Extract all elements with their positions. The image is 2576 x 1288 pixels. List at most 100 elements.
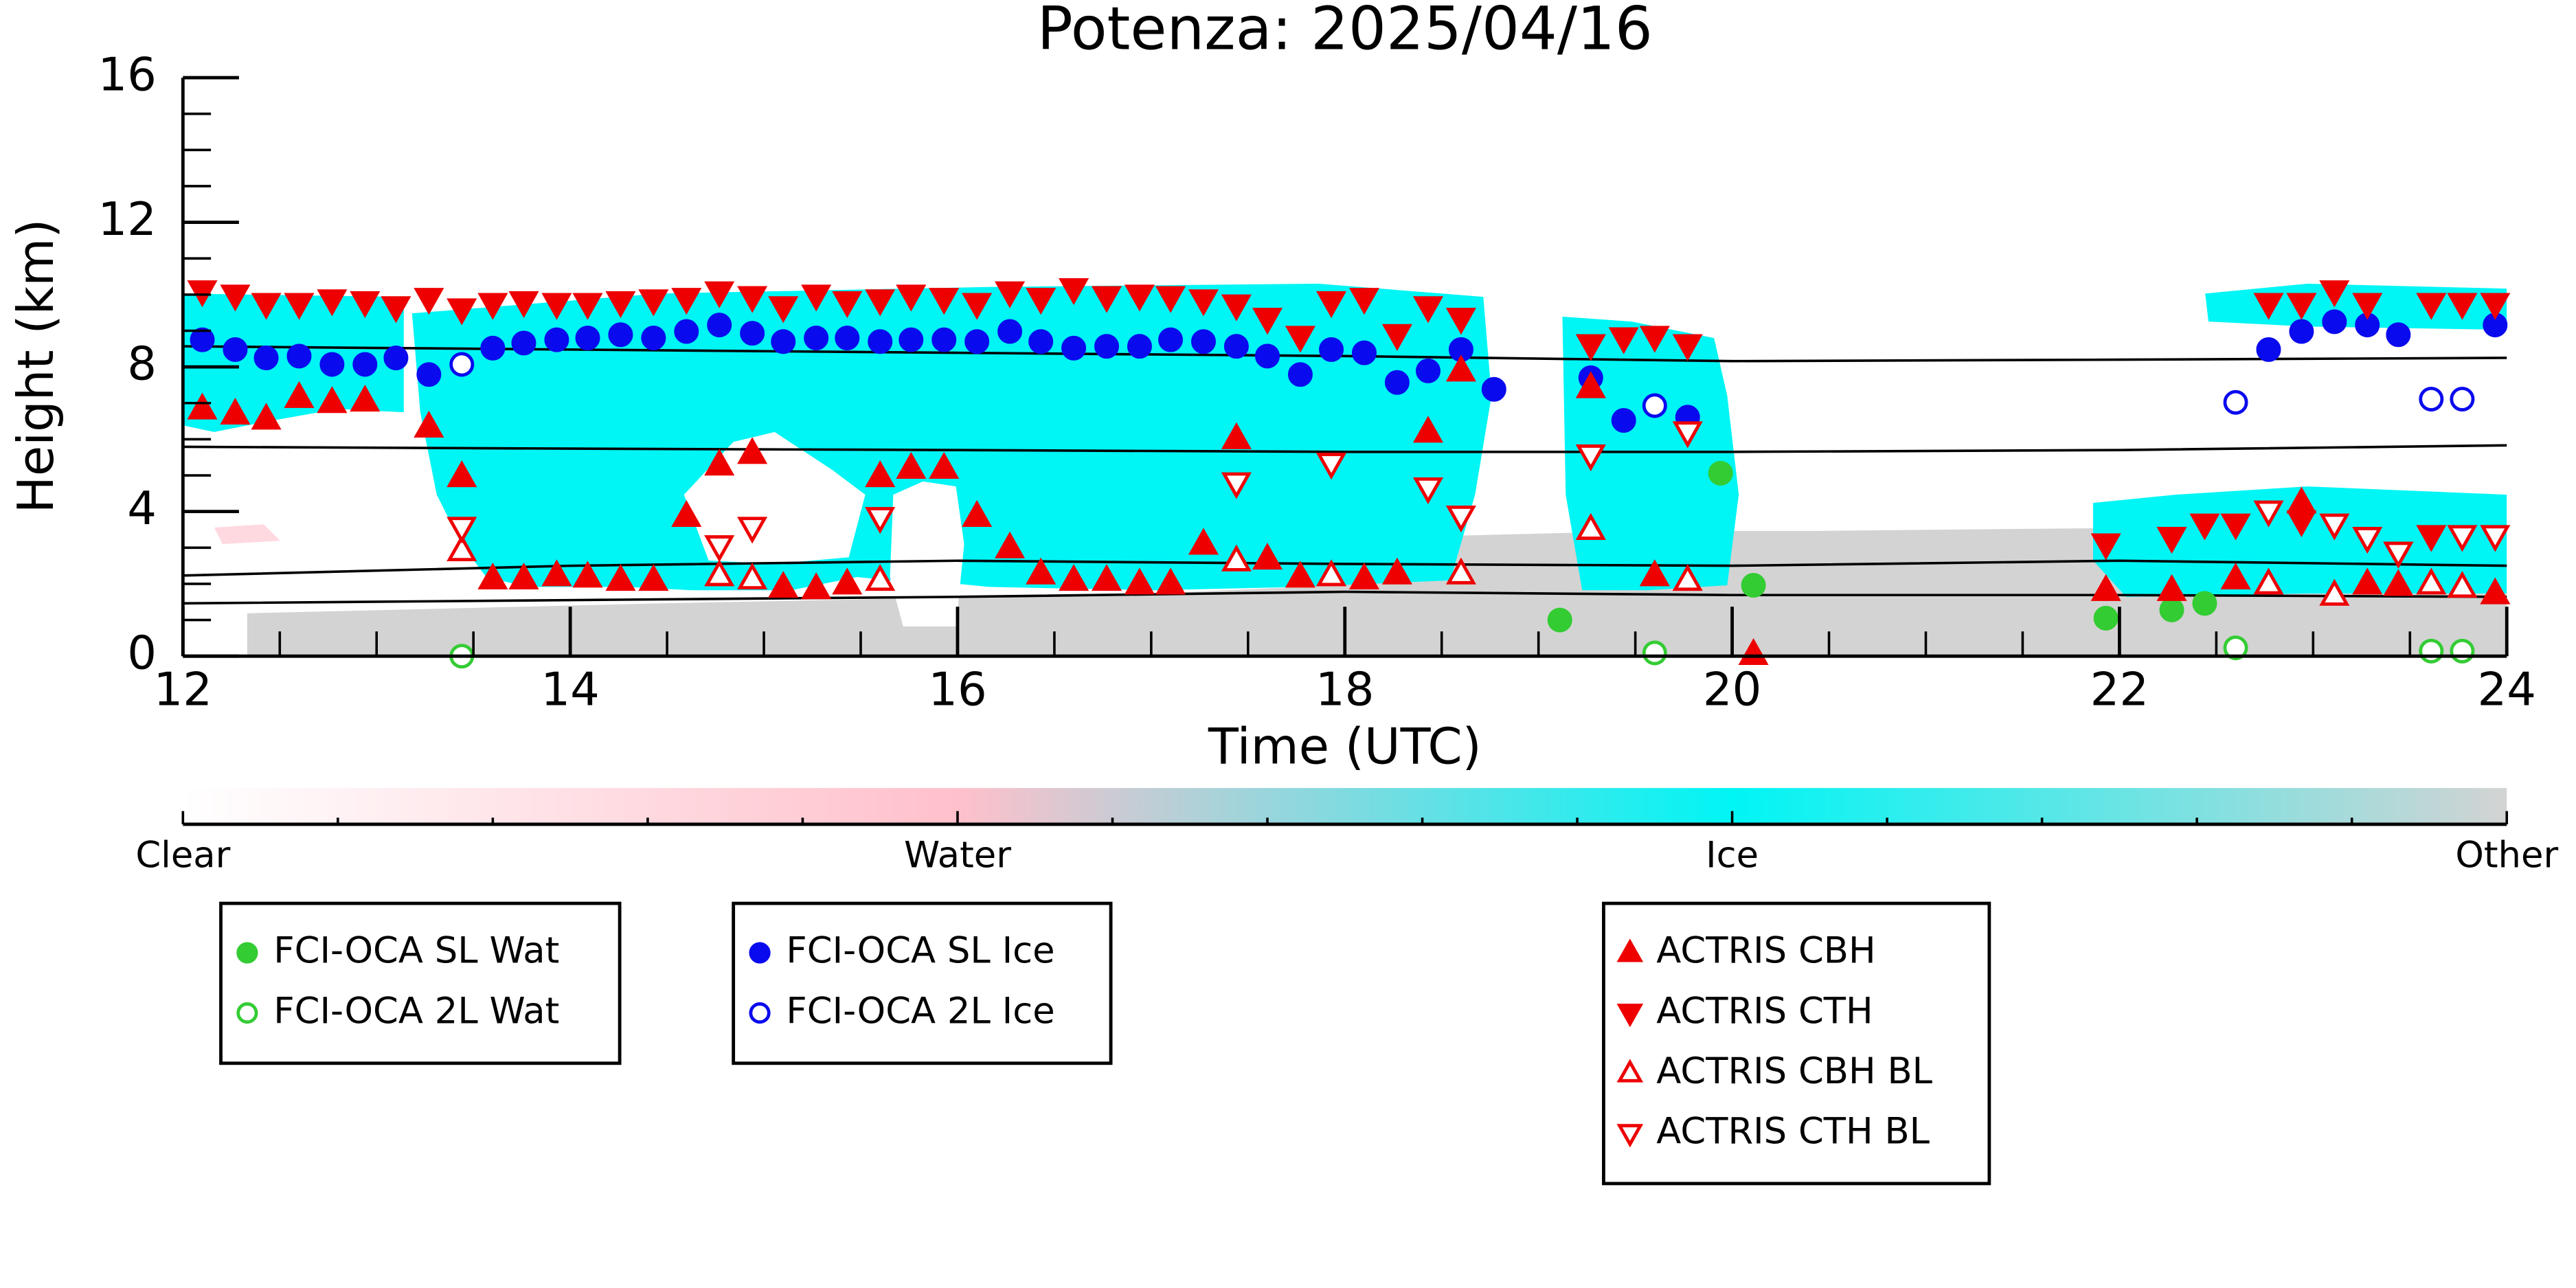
legend-marker — [749, 942, 771, 964]
data-point — [286, 343, 312, 369]
data-point — [1575, 371, 1606, 398]
data-point — [2419, 638, 2444, 664]
data-point — [2447, 571, 2478, 598]
data-point — [962, 293, 993, 320]
legend-label: ACTRIS CTH BL — [1656, 1110, 1930, 1152]
data-point — [2223, 389, 2248, 415]
legend-marker — [236, 942, 258, 964]
data-point — [2220, 562, 2251, 590]
data-point — [2352, 293, 2383, 320]
data-point — [737, 437, 768, 464]
data-point — [1416, 358, 1440, 383]
chart-title: Potenza: 2025/04/16 — [1037, 0, 1653, 64]
data-point — [2156, 574, 2187, 601]
legend-label: FCI-OCA SL Ice — [786, 930, 1054, 972]
data-point — [1445, 557, 1476, 585]
data-point — [2192, 591, 2217, 616]
data-point — [381, 296, 411, 324]
reference-line — [183, 345, 2507, 363]
data-point — [2383, 541, 2414, 569]
reference-line — [183, 590, 2507, 605]
legend-marker — [1616, 1059, 1644, 1083]
data-point — [2416, 525, 2447, 552]
legend-label: ACTRIS CBH — [1656, 930, 1875, 972]
mask-clear — [890, 481, 964, 627]
data-point — [671, 499, 702, 528]
data-point — [1094, 334, 1120, 359]
data-point — [2447, 525, 2478, 552]
data-point — [1412, 296, 1444, 324]
data-point — [572, 561, 603, 588]
legend-marker — [1616, 1124, 1644, 1148]
data-point — [1319, 337, 1344, 362]
reference-line — [183, 559, 2507, 577]
colorbar-label: Ice — [1706, 835, 1759, 877]
data-point — [1026, 557, 1057, 585]
data-point — [1445, 506, 1476, 533]
data-point — [1738, 637, 1769, 666]
data-point — [1155, 567, 1186, 595]
data-point — [641, 326, 666, 351]
data-point — [190, 327, 215, 352]
data-point — [638, 564, 669, 591]
data-point — [995, 531, 1026, 558]
y-tick-label: 4 — [127, 482, 157, 535]
x-tick-label: 16 — [928, 663, 986, 716]
data-point — [1315, 559, 1347, 587]
x-tick-label: 18 — [1315, 663, 1374, 716]
data-point — [414, 410, 444, 438]
data-point — [447, 534, 477, 562]
data-point — [544, 327, 569, 352]
data-point — [2416, 567, 2447, 595]
data-point — [1672, 421, 1703, 449]
legend-marker — [1616, 938, 1644, 962]
data-point — [1381, 557, 1412, 585]
data-point — [1381, 324, 1412, 351]
data-point — [605, 564, 636, 591]
data-point — [704, 535, 735, 563]
data-point — [896, 451, 927, 479]
data-point — [1642, 640, 1667, 666]
data-point — [251, 293, 282, 320]
data-point — [2223, 635, 2248, 661]
data-point — [1158, 327, 1184, 352]
data-point — [1642, 393, 1667, 418]
data-point — [1611, 408, 1636, 433]
legend-marker — [1616, 1004, 1644, 1028]
data-point — [2480, 293, 2511, 320]
markers — [187, 278, 2511, 669]
data-point — [2419, 386, 2444, 411]
data-point — [1575, 512, 1606, 540]
colorbar-label: Other — [2455, 835, 2558, 877]
data-point — [317, 386, 348, 414]
data-point — [2352, 567, 2383, 595]
data-point — [638, 289, 669, 317]
data-point — [575, 326, 600, 351]
mask-ice — [1562, 316, 1739, 591]
data-point — [737, 286, 768, 313]
y-tick-label: 12 — [98, 192, 156, 246]
data-point — [2090, 574, 2121, 601]
legend: FCI-OCA SL Wat FCI-OCA 2L Wat FCI-OCA SL I… — [219, 901, 1991, 1186]
legend-box — [1602, 901, 1991, 1186]
data-point — [1287, 362, 1313, 387]
data-point — [447, 460, 477, 488]
data-point — [1190, 329, 1216, 354]
data-point — [671, 288, 702, 315]
data-point — [2156, 527, 2187, 554]
colorbar-label: Clear — [135, 835, 230, 877]
data-point — [929, 288, 960, 315]
data-point — [2253, 500, 2284, 528]
data-point — [2450, 638, 2475, 664]
legend-label: FCI-OCA 2L Ice — [786, 990, 1054, 1032]
data-point — [352, 352, 378, 377]
legend-label: ACTRIS CTH — [1656, 990, 1873, 1032]
data-point — [1026, 288, 1057, 315]
data-point — [1741, 573, 1766, 598]
data-point — [187, 280, 218, 308]
data-point — [1639, 559, 1670, 587]
data-point — [572, 293, 603, 320]
data-point — [1575, 444, 1606, 472]
legend-box — [219, 901, 622, 1065]
x-tick-label: 20 — [1703, 663, 1761, 716]
